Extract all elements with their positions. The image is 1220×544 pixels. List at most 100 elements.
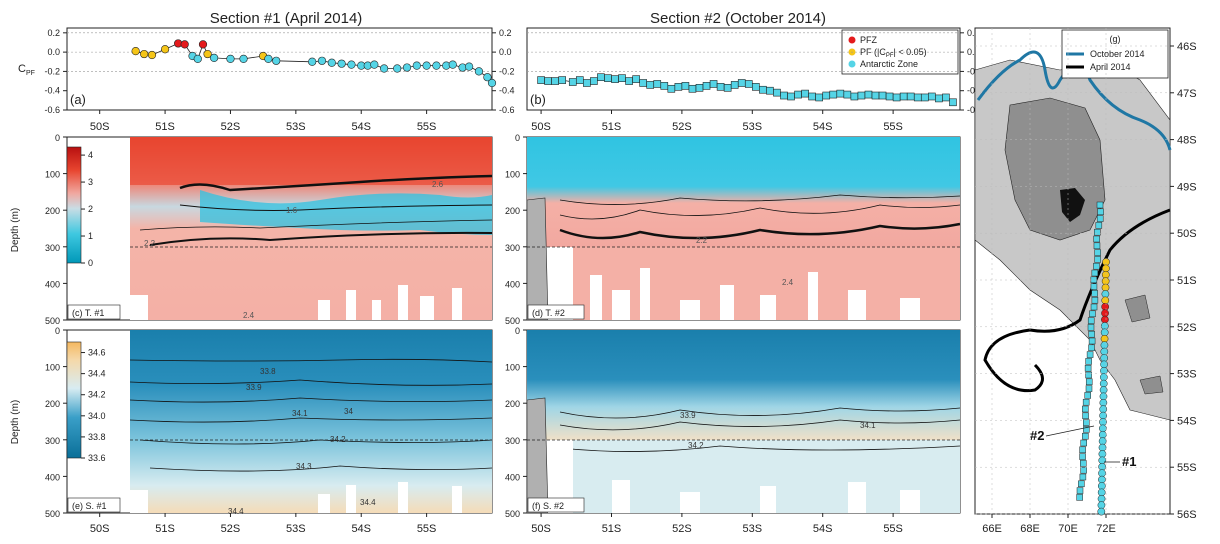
- map-lon-ticks: 66E 68E 70E 72E: [982, 28, 1116, 535]
- cpf-point: [744, 80, 753, 88]
- panel-c-thermocline: [179, 174, 493, 192]
- x-tick-label: 51S: [155, 121, 175, 133]
- cpf-point: [829, 90, 838, 99]
- panel-d-contour: [559, 204, 961, 220]
- y-tick-label: 100: [505, 363, 520, 373]
- y-tick-label: 0.2: [47, 28, 60, 38]
- station-1: [1101, 302, 1110, 311]
- x-tick-label: 51S: [602, 121, 622, 133]
- station-1: [1100, 360, 1108, 369]
- cpf-point: [653, 80, 662, 88]
- panel-e-field: [130, 330, 492, 513]
- y-tick-label: 0.2: [499, 28, 512, 38]
- y-tick-label: 100: [45, 170, 60, 180]
- station-2: [1079, 453, 1086, 460]
- x-tick-label: 50S: [531, 523, 551, 535]
- y-tick-label: 0.0: [967, 47, 980, 57]
- cpf-point: [537, 76, 545, 84]
- panel-c-contour-label: 2.2: [144, 239, 156, 248]
- station-2: [1080, 460, 1087, 467]
- map-lat-label: 55S: [1177, 462, 1197, 474]
- station-2: [1093, 262, 1100, 270]
- panel-f-contour-label: 34.2: [688, 441, 704, 450]
- cpf-point: [226, 54, 235, 63]
- station-2: [1088, 337, 1096, 345]
- station-2: [1096, 201, 1104, 209]
- station-1: [1099, 373, 1108, 382]
- panel-c-label-box: [67, 304, 121, 320]
- cpf-point: [815, 93, 823, 102]
- x-tick-label: 52S: [221, 523, 241, 535]
- x-tick-label: 50S: [90, 121, 110, 133]
- cpf-axis-label: CPF: [18, 63, 35, 77]
- label-pointer: [1045, 425, 1095, 437]
- legend-g-title: (g): [1110, 34, 1121, 44]
- panel-e-white-gaps: [130, 482, 462, 513]
- cpf-point: [794, 90, 802, 99]
- depth-label-c: Depth (m): [10, 208, 21, 252]
- cpf-point: [667, 84, 676, 93]
- cpf-point: [160, 45, 170, 54]
- y-tick-label: 0: [55, 326, 60, 336]
- map-lat-label: 54S: [1177, 415, 1197, 427]
- cpf-point: [380, 64, 389, 73]
- station-1: [1101, 296, 1110, 305]
- cpf-point: [801, 89, 809, 98]
- cpf-point: [198, 40, 208, 49]
- cpf-point: [347, 60, 356, 69]
- cpf-point: [412, 61, 421, 70]
- cpf-point: [568, 78, 577, 86]
- y-tick-label: 0: [55, 133, 60, 143]
- panel-e-contour: [129, 397, 493, 403]
- x-tick-label: 55S: [883, 523, 903, 535]
- station-1: [1100, 347, 1109, 356]
- panel-a: 0.2 0.2 0.0 0.0 -0.2 -0.2 -0.4 -0.4 -0.6 -0.6 CPF…: [18, 27, 515, 115]
- cpf-point: [857, 91, 866, 100]
- bottom-lat-axes: 50S 51S 52S 53S 54S 55S 50S 51S 52S 53S 54S 55S: [90, 513, 903, 535]
- colorbar-tick-label: 34.4: [88, 369, 106, 379]
- cpf-point: [203, 49, 212, 59]
- station-1: [1099, 418, 1107, 426]
- x-tick-label: 55S: [883, 121, 903, 133]
- station-2: [1082, 405, 1089, 413]
- panel-d: 2.2 2.4 (d) T. #2: [526, 136, 961, 321]
- panel-f-contour-label: 34.1: [860, 421, 876, 430]
- station-2: [1090, 283, 1098, 290]
- colorbar-tick-label: 34.2: [88, 390, 106, 400]
- panel-e-contour-label: 34.3: [296, 462, 312, 471]
- panel-f-contour: [559, 419, 961, 431]
- panel-b-lat-axis: 50S 51S 52S 53S 54S 55S: [531, 110, 903, 133]
- x-tick-label: 53S: [286, 121, 306, 133]
- station-1: [1099, 386, 1108, 394]
- x-tick-label: 50S: [531, 121, 551, 133]
- cpf-point: [272, 56, 281, 65]
- panel-e-label: (e) S. #1: [72, 501, 107, 511]
- panel-d-contour: [559, 194, 961, 205]
- cpf-point: [935, 94, 943, 103]
- station-2: [1088, 344, 1095, 352]
- station-2: [1096, 215, 1104, 222]
- station-1: [1098, 469, 1106, 478]
- map-lat-label: 48S: [1177, 135, 1197, 147]
- panel-f-field: [527, 330, 960, 440]
- y-tick-label: -0.2: [44, 66, 60, 76]
- cpf-point: [716, 83, 725, 91]
- panel-e-contour-label: 34: [344, 407, 353, 416]
- map-lat-label: 53S: [1177, 369, 1197, 381]
- cpf-point: [808, 92, 816, 101]
- cpf-point: [730, 81, 739, 89]
- station-1: [1098, 443, 1107, 452]
- station-1: [1099, 411, 1107, 420]
- y-tick-label: 400: [45, 279, 60, 289]
- station-2: [1089, 310, 1096, 318]
- panel-c-contour: [149, 231, 493, 246]
- cpf-point: [780, 91, 788, 100]
- station-2: [1083, 426, 1090, 433]
- colorbar-tick-label: 0: [88, 258, 93, 268]
- map-lat-label: 46S: [1177, 41, 1197, 53]
- cpf-point: [483, 73, 492, 82]
- station-2: [1093, 242, 1101, 250]
- cpf-point: [432, 61, 441, 70]
- station-2: [1090, 303, 1098, 311]
